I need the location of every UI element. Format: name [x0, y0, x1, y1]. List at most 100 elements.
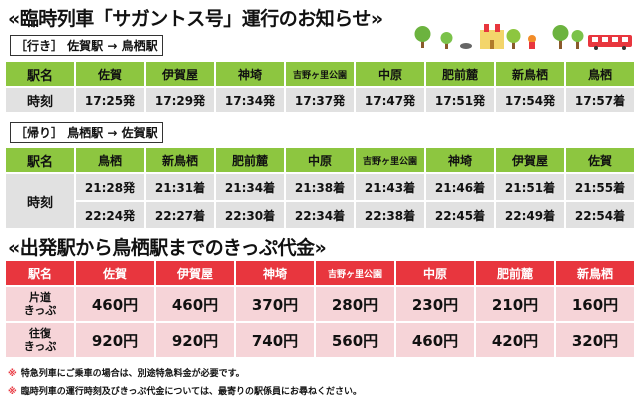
note-text: 臨時列車の運行時刻及びきっぷ代金については、最寄りの駅係員にお尋ねください。 [20, 387, 362, 397]
fare-title: «出発駅から鳥栖駅までのきっぷ代金» [8, 237, 327, 259]
station-name: 吉野ヶ里公園 [316, 261, 394, 285]
time-cell: 22:27着 [146, 202, 214, 228]
tree-icon [552, 25, 569, 49]
station-name: 神埼 [236, 261, 314, 285]
time-cell: 22:34着 [286, 202, 354, 228]
time-cell: 21:38着 [286, 174, 354, 200]
fare-cell: 920円 [76, 323, 154, 357]
fare-cell: 370円 [236, 287, 314, 321]
time-cell: 22:24発 [76, 202, 144, 228]
header-label: 駅名 [6, 261, 74, 285]
table-row: 片道 きっぷ 460円 460円 370円 280円 230円 210円 160… [6, 287, 634, 321]
table-header-row: 駅名 鳥栖 新鳥栖 肥前麓 中原 吉野ヶ里公園 神埼 伊賀屋 佐賀 [6, 148, 634, 172]
fare-cell: 420円 [476, 323, 554, 357]
fare-cell: 320円 [556, 323, 634, 357]
station-name: 新鳥栖 [496, 62, 564, 86]
fare-cell: 230円 [396, 287, 474, 321]
time-cell: 21:43着 [356, 174, 424, 200]
outbound-label: ［行き］ 佐賀駅 → 鳥栖駅 [10, 35, 163, 56]
time-cell: 22:54着 [566, 202, 634, 228]
station-name: 肥前麓 [426, 62, 494, 86]
time-cell: 21:55着 [566, 174, 634, 200]
station-name: 鳥栖 [566, 62, 634, 86]
tree-icon [440, 32, 453, 49]
fare-cell: 460円 [156, 287, 234, 321]
row-label: 往復 きっぷ [6, 323, 74, 357]
station-name: 鳥栖 [76, 148, 144, 172]
station-name: 伊賀屋 [496, 148, 564, 172]
fare-cell: 460円 [396, 323, 474, 357]
table-row: 22:24発 22:27着 22:30着 22:34着 22:38着 22:45… [6, 202, 634, 228]
table-header-row: 駅名 佐賀 伊賀屋 神埼 吉野ヶ里公園 中原 肥前麓 新鳥栖 [6, 261, 634, 285]
fare-cell: 460円 [76, 287, 154, 321]
table-row: 時刻 17:25発 17:29発 17:34発 17:37発 17:47発 17… [6, 88, 634, 112]
station-name: 神埼 [216, 62, 284, 86]
station-name: 伊賀屋 [156, 261, 234, 285]
table-row: 往復 きっぷ 920円 920円 740円 560円 460円 420円 320… [6, 323, 634, 357]
station-name: 佐賀 [566, 148, 634, 172]
station-name: 神埼 [426, 148, 494, 172]
time-cell: 17:29発 [146, 88, 214, 112]
note-mark: ※ [8, 369, 17, 379]
time-cell: 22:30着 [216, 202, 284, 228]
station-name: 中原 [356, 62, 424, 86]
time-cell: 17:54発 [496, 88, 564, 112]
table-header-row: 駅名 佐賀 伊賀屋 神埼 吉野ヶ里公園 中原 肥前麓 新鳥栖 鳥栖 [6, 62, 634, 86]
station-name: 佐賀 [76, 62, 144, 86]
note-item: ※ 臨時列車の運行時刻及びきっぷ代金については、最寄りの駅係員にお尋ねください。 [8, 383, 362, 401]
fare-cell: 740円 [236, 323, 314, 357]
notes: ※ 特急列車にご乗車の場合は、別途特急料金が必要です。 ※ 臨時列車の運行時刻及びき… [8, 365, 362, 401]
page-title: «臨時列車「サガントス号」運行のお知らせ» [8, 8, 383, 30]
note-mark: ※ [8, 387, 17, 397]
tree-icon [571, 30, 584, 49]
outbound-timetable: 駅名 佐賀 伊賀屋 神埼 吉野ヶ里公園 中原 肥前麓 新鳥栖 鳥栖 時刻 17:… [4, 60, 636, 114]
station-name: 新鳥栖 [146, 148, 214, 172]
time-cell: 17:51発 [426, 88, 494, 112]
note-text: 特急列車にご乗車の場合は、別途特急料金が必要です。 [20, 369, 245, 379]
fare-cell: 210円 [476, 287, 554, 321]
station-name: 吉野ヶ里公園 [286, 62, 354, 86]
fare-cell: 280円 [316, 287, 394, 321]
fare-cell: 560円 [316, 323, 394, 357]
tree-icon [506, 29, 521, 49]
castle-icon [480, 24, 504, 49]
time-cell: 21:34着 [216, 174, 284, 200]
time-cell: 22:45着 [426, 202, 494, 228]
header-label: 駅名 [6, 148, 74, 172]
time-cell: 17:37発 [286, 88, 354, 112]
return-label: ［帰り］ 鳥栖駅 → 佐賀駅 [10, 122, 163, 143]
station-name: 中原 [396, 261, 474, 285]
row-label: 片道 きっぷ [6, 287, 74, 321]
time-cell: 21:46着 [426, 174, 494, 200]
animal-icon [460, 43, 472, 49]
station-name: 中原 [286, 148, 354, 172]
fare-cell: 920円 [156, 323, 234, 357]
station-name: 吉野ヶ里公園 [356, 148, 424, 172]
time-cell: 21:28発 [76, 174, 144, 200]
station-name: 肥前麓 [476, 261, 554, 285]
station-name: 新鳥栖 [556, 261, 634, 285]
return-timetable: 駅名 鳥栖 新鳥栖 肥前麓 中原 吉野ヶ里公園 神埼 伊賀屋 佐賀 時刻 21:… [4, 146, 636, 230]
time-cell: 21:51着 [496, 174, 564, 200]
time-cell: 17:25発 [76, 88, 144, 112]
time-cell: 22:49着 [496, 202, 564, 228]
time-cell: 22:38着 [356, 202, 424, 228]
station-name: 伊賀屋 [146, 62, 214, 86]
header-label: 駅名 [6, 62, 74, 86]
station-name: 肥前麓 [216, 148, 284, 172]
fare-table: 駅名 佐賀 伊賀屋 神埼 吉野ヶ里公園 中原 肥前麓 新鳥栖 片道 きっぷ 46… [4, 259, 636, 359]
time-cell: 21:31着 [146, 174, 214, 200]
row-label: 時刻 [6, 174, 74, 228]
mascot-icon [528, 35, 536, 49]
note-item: ※ 特急列車にご乗車の場合は、別途特急料金が必要です。 [8, 365, 362, 383]
table-row: 時刻 21:28発 21:31着 21:34着 21:38着 21:43着 21… [6, 174, 634, 228]
fare-cell: 160円 [556, 287, 634, 321]
train-icon [588, 35, 632, 50]
time-cell: 17:57着 [566, 88, 634, 112]
time-cell: 17:34発 [216, 88, 284, 112]
station-name: 佐賀 [76, 261, 154, 285]
decorative-illustration [414, 24, 632, 50]
time-cell: 17:47発 [356, 88, 424, 112]
row-label: 時刻 [6, 88, 74, 112]
tree-icon [414, 26, 431, 48]
